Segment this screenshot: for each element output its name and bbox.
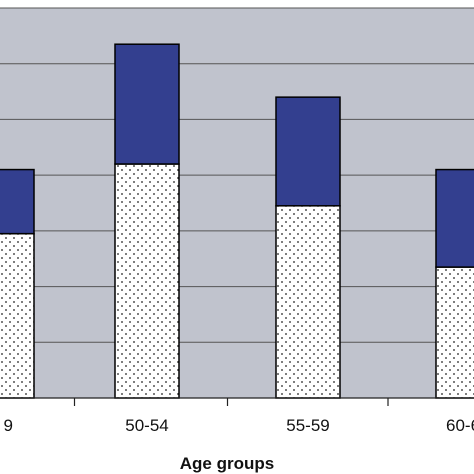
x-tick-label: 60-6 (446, 416, 474, 435)
bar-segment-solid-2 (275, 96, 341, 207)
bar-segment-solid-0 (0, 168, 35, 235)
x-tick-label: 9 (4, 416, 13, 435)
x-axis-title: Age groups (180, 454, 274, 473)
plot-area (0, 7, 474, 399)
bar-segment-solid-1 (114, 43, 180, 165)
bar-segment-dotted-2 (275, 205, 341, 399)
bar-segment-dotted-1 (114, 163, 180, 399)
x-tick-label: 50-54 (125, 416, 168, 435)
bar-segment-solid-3 (435, 168, 474, 268)
bar-segment-dotted-3 (435, 266, 474, 399)
x-tick-label: 55-59 (286, 416, 329, 435)
bar-segment-dotted-0 (0, 232, 35, 399)
